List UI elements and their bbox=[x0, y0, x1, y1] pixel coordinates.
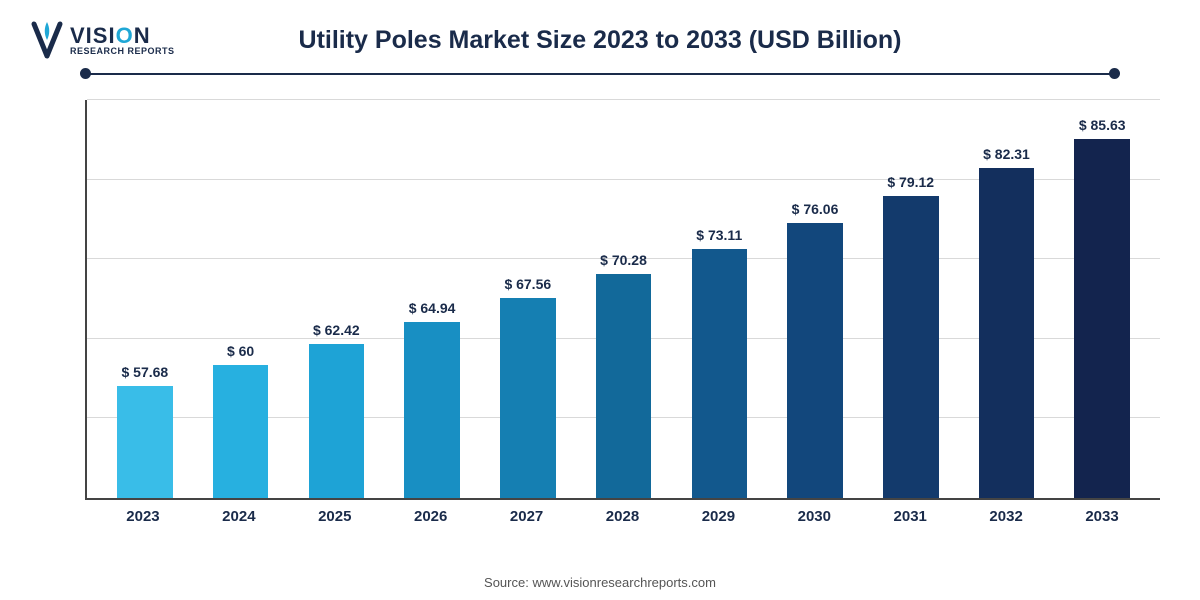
x-axis-label: 2023 bbox=[95, 500, 191, 530]
bar bbox=[979, 168, 1035, 498]
bar-slot: $ 76.06 bbox=[767, 100, 863, 498]
bar bbox=[596, 274, 652, 498]
bar-value-label: $ 67.56 bbox=[504, 276, 551, 292]
bar bbox=[787, 223, 843, 498]
bar bbox=[1074, 139, 1130, 498]
bar bbox=[213, 365, 269, 498]
x-axis-label: 2026 bbox=[383, 500, 479, 530]
x-axis-label: 2030 bbox=[766, 500, 862, 530]
bar bbox=[500, 298, 556, 498]
chart-title: Utility Poles Market Size 2023 to 2033 (… bbox=[30, 26, 1170, 55]
bar-slot: $ 73.11 bbox=[671, 100, 767, 498]
title-rule bbox=[85, 67, 1115, 81]
bar-value-label: $ 85.63 bbox=[1079, 117, 1126, 133]
bar bbox=[692, 249, 748, 498]
bar bbox=[404, 322, 460, 498]
bar-slot: $ 64.94 bbox=[384, 100, 480, 498]
bar bbox=[309, 344, 365, 498]
logo: VISION RESEARCH REPORTS bbox=[30, 20, 175, 60]
x-axis-label: 2028 bbox=[575, 500, 671, 530]
bar-value-label: $ 76.06 bbox=[792, 201, 839, 217]
bar-slot: $ 57.68 bbox=[97, 100, 193, 498]
bar-value-label: $ 70.28 bbox=[600, 252, 647, 268]
bar-value-label: $ 82.31 bbox=[983, 146, 1030, 162]
bar-slot: $ 62.42 bbox=[288, 100, 384, 498]
bar bbox=[883, 196, 939, 498]
bar-value-label: $ 73.11 bbox=[696, 227, 742, 243]
logo-mark-icon bbox=[30, 20, 64, 60]
logo-text-main: VISION bbox=[70, 25, 175, 47]
bar-chart: $ 57.68 $ 60 $ 62.42 $ 64.94 $ 67.56 $ 70.28 $… bbox=[85, 100, 1160, 530]
x-axis-label: 2024 bbox=[191, 500, 287, 530]
bar-slot: $ 82.31 bbox=[959, 100, 1055, 498]
x-axis-label: 2025 bbox=[287, 500, 383, 530]
bar-value-label: $ 60 bbox=[227, 343, 254, 359]
plot-area: $ 57.68 $ 60 $ 62.42 $ 64.94 $ 67.56 $ 70.28 $… bbox=[85, 100, 1160, 500]
bar-slot: $ 85.63 bbox=[1054, 100, 1150, 498]
bar-slot: $ 79.12 bbox=[863, 100, 959, 498]
bar bbox=[117, 386, 173, 498]
bar-value-label: $ 57.68 bbox=[122, 364, 169, 380]
bar-value-label: $ 64.94 bbox=[409, 300, 456, 316]
x-axis-label: 2031 bbox=[862, 500, 958, 530]
x-axis-label: 2029 bbox=[670, 500, 766, 530]
x-axis-label: 2032 bbox=[958, 500, 1054, 530]
bar-slot: $ 70.28 bbox=[576, 100, 672, 498]
x-axis-label: 2027 bbox=[479, 500, 575, 530]
bar-slot: $ 67.56 bbox=[480, 100, 576, 498]
bar-value-label: $ 62.42 bbox=[313, 322, 360, 338]
bar-slot: $ 60 bbox=[193, 100, 289, 498]
bar-value-label: $ 79.12 bbox=[887, 174, 934, 190]
logo-text-sub: RESEARCH REPORTS bbox=[70, 47, 175, 56]
source-text: Source: www.visionresearchreports.com bbox=[0, 575, 1200, 590]
x-axis-label: 2033 bbox=[1054, 500, 1150, 530]
